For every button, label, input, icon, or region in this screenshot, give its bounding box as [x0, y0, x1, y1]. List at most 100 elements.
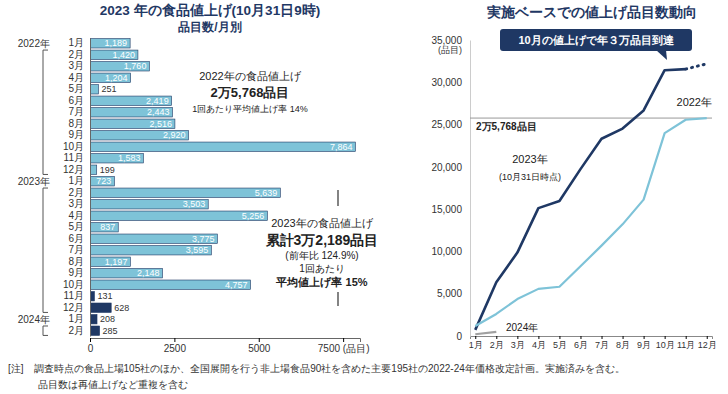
tick-mark: [686, 336, 687, 339]
tick-label: 7月: [68, 244, 84, 255]
data-label: 723: [96, 176, 111, 186]
x-axis: 1月2月3月4月5月6月7月8月9月10月11月12月: [469, 336, 717, 350]
data-label: 2,148: [137, 268, 160, 278]
tick-label: 9月: [637, 340, 651, 350]
tick: 7月: [68, 244, 90, 255]
tick: 7500 (品目): [318, 338, 370, 354]
x-axis-line: [91, 339, 361, 343]
data-labels: 1,1891,4201,7601,2042512,4192,4432,5162,…: [96, 38, 352, 335]
bar: [90, 39, 130, 48]
tick-label: 3月: [68, 60, 84, 71]
tick-label: 6月: [574, 340, 588, 350]
data-label: 2,419: [146, 96, 169, 106]
line: [475, 69, 685, 330]
tick-label: 8月: [616, 340, 630, 350]
data-label: 251: [101, 84, 116, 94]
tick: 7月: [595, 336, 609, 350]
bar: [90, 269, 162, 278]
annotation: 累計3万2,189品目: [265, 232, 379, 248]
tick-label: 10月: [656, 340, 675, 350]
tick-label: 5000: [248, 343, 271, 354]
tick-label: 1月: [469, 340, 483, 350]
tick: 11月: [64, 152, 90, 163]
tick-label: 11月: [64, 152, 84, 163]
tick: 0: [456, 331, 470, 342]
annotation-divider: [337, 190, 338, 306]
tick-mark: [707, 336, 708, 339]
tick-mark: [623, 336, 624, 339]
tick-label: 6月: [68, 95, 84, 106]
tick-mark: [517, 336, 518, 339]
title: 2023 年の食品値上げ(10月31日9時): [100, 3, 320, 18]
tick-label: 5月: [553, 340, 567, 350]
year-groups: 2022年2023年2024年: [18, 38, 50, 336]
annotation: 10月の値上げで年３万品目到達: [518, 34, 673, 47]
tick-mark: [665, 336, 666, 339]
tick-label: 3月: [68, 198, 84, 209]
tick: 15,000: [431, 204, 470, 215]
tick-label: 5月: [68, 83, 84, 94]
tick: 2500: [164, 338, 187, 354]
tick-mark: [580, 336, 581, 339]
bar: [90, 154, 143, 163]
y-axis-line: [470, 41, 471, 337]
tick-label: 4月: [68, 72, 84, 83]
bar: [90, 177, 114, 186]
tick-mark: [559, 336, 560, 339]
tick: 12月: [698, 336, 717, 350]
line: [686, 64, 707, 69]
tick: 3月: [68, 60, 90, 71]
tick: 30,000: [431, 77, 470, 88]
tick: 25,000: [431, 119, 470, 130]
bar: [90, 326, 100, 335]
x-axis-line: [471, 337, 713, 340]
annotation: 2023年の食品値上げ: [271, 217, 373, 230]
y-axis: 1月2月3月4月5月6月7月8月9月10月11月12月1月2月3月4月5月6月7…: [63, 37, 91, 336]
bar: [90, 223, 118, 232]
tick: 1月: [68, 37, 90, 48]
subtitle: 品目数/月別: [178, 20, 241, 34]
data-label: 3,775: [192, 234, 215, 244]
tick: 8月: [616, 336, 630, 350]
annotation: 1回あたり平均値上げ率 14%: [192, 104, 308, 114]
tick: 12月: [63, 164, 90, 175]
data-label: 5,639: [255, 188, 278, 198]
tick-label: 4月: [68, 210, 84, 221]
data-label: 1,583: [118, 153, 141, 163]
tick: 5,000: [437, 288, 470, 299]
tick: 3月: [68, 198, 90, 209]
data-label: 4,757: [225, 280, 248, 290]
reference-line: [470, 118, 712, 119]
tick-mark: [90, 338, 91, 342]
tick-label: 7月: [595, 340, 609, 350]
tick-mark: [644, 336, 645, 339]
tick-mark: [602, 336, 603, 339]
data-label: 2,920: [163, 130, 186, 140]
tick-label: 3月: [511, 340, 525, 350]
callout: 10月の値上げで年３万品目到達: [500, 29, 692, 60]
tick: 2月: [68, 325, 90, 336]
bar: [90, 119, 175, 128]
tick-label: 5月: [68, 221, 84, 232]
tick: 4月: [68, 72, 90, 83]
tick-label: 5,000: [437, 288, 462, 299]
tick-label: 2月: [490, 340, 504, 350]
tick: 9月: [68, 267, 90, 278]
series-label: 2024年: [506, 322, 538, 333]
reference-label: 2万5,768品目: [476, 121, 537, 132]
bar: [90, 131, 189, 140]
y-axis: 05,00010,00015,00020,00025,00030,00035,0…: [431, 35, 470, 342]
tick-label: 2月: [68, 187, 84, 198]
tick: 9月: [68, 129, 90, 140]
tick-mark: [343, 338, 344, 342]
tick: 20,000: [431, 162, 470, 173]
tick-label: 12月: [63, 164, 84, 175]
tick-label: 2500: [164, 343, 187, 354]
tick: 6月: [68, 95, 90, 106]
data-label: 199: [100, 165, 115, 175]
chart-root: 2023 年の食品値上げ(10月31日9時)品目数/月別1,1891,4201,…: [0, 0, 728, 394]
data-label: 285: [103, 326, 118, 336]
tick: 10月: [656, 336, 675, 350]
tick-label: 11月: [64, 290, 84, 301]
tick-label: 12月: [698, 340, 717, 350]
